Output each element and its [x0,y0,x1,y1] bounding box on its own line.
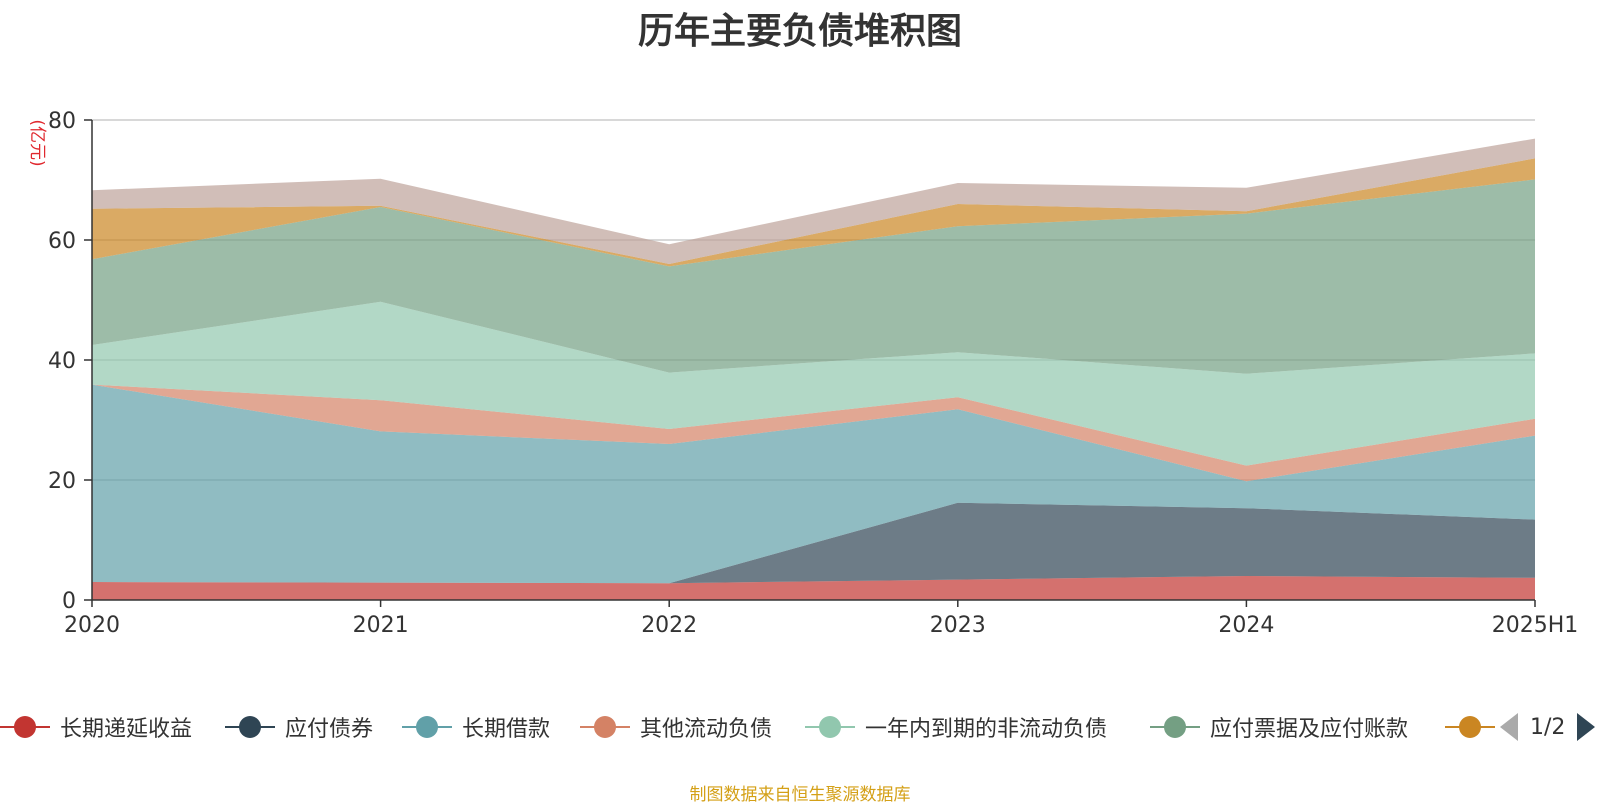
legend: 长期递延收益 应付债券 长期借款 其他流动负债 一年内到期的非流动负债 应付票据及应付账款… [0,710,1600,754]
legend-label: 长期借款 [462,717,551,742]
axes: 0 20 40 60 80 2020 2021 2022 2023 2024 2025H1 [48,109,1578,638]
legend-item[interactable]: 长期递延收益 [0,710,192,744]
legend-item[interactable]: 一年内到期的非流动负债 [805,710,1107,744]
x-tick-label: 2020 [64,613,120,638]
x-tick-label: 2024 [1218,613,1274,638]
y-tick-label: 20 [48,469,76,494]
legend-marker-icon [580,710,630,744]
y-tick-label: 60 [48,229,76,254]
legend-pager: 1/2 [1500,710,1596,744]
data-source-note: 制图数据来自恒生聚源数据库 [689,785,911,805]
area-series-0[interactable] [92,576,1535,600]
legend-item[interactable] [1445,710,1505,744]
legend-item[interactable]: 应付债券 [225,710,373,744]
x-tick-label: 2021 [353,613,409,638]
legend-label: 应付票据及应付账款 [1210,717,1409,742]
area-series-7[interactable] [92,138,1535,264]
legend-marker-icon [805,710,855,744]
chart-title: 历年主要负债堆积图 [637,11,962,52]
legend-marker-icon [1445,710,1495,744]
y-tick-label: 40 [48,349,76,374]
area-series-6[interactable] [92,158,1535,267]
y-axis-unit-label: (亿元) [27,119,47,166]
legend-marker-icon [225,710,275,744]
y-tick-label: 80 [48,109,76,134]
legend-page-indicator: 1/2 [1530,714,1566,740]
x-tick-label: 2025H1 [1492,613,1579,638]
legend-item[interactable]: 其他流动负债 [580,710,772,744]
legend-item[interactable]: 长期借款 [402,710,550,744]
area-series-3[interactable] [92,384,1535,482]
area-series [92,138,1535,600]
y-tick-label: 0 [62,589,76,614]
legend-marker-icon [402,710,452,744]
legend-marker-icon [1150,710,1200,744]
legend-marker-icon [0,710,50,744]
legend-label: 其他流动负债 [640,717,773,742]
legend-label: 长期递延收益 [60,717,193,742]
legend-item[interactable]: 应付票据及应付账款 [1150,710,1408,744]
chart-plot: 0 20 40 60 80 2020 2021 2022 2023 2024 2025H1 (亿元) [27,109,1578,638]
legend-label: 一年内到期的非流动负债 [865,717,1108,742]
legend-prev-page-icon[interactable] [1500,713,1518,741]
legend-next-page-icon[interactable] [1577,713,1596,741]
x-tick-label: 2023 [930,613,986,638]
x-tick-label: 2022 [641,613,697,638]
area-series-4[interactable] [92,301,1535,466]
legend-label: 应付债券 [285,717,374,742]
area-series-2[interactable] [92,384,1535,584]
area-series-5[interactable] [92,179,1535,374]
